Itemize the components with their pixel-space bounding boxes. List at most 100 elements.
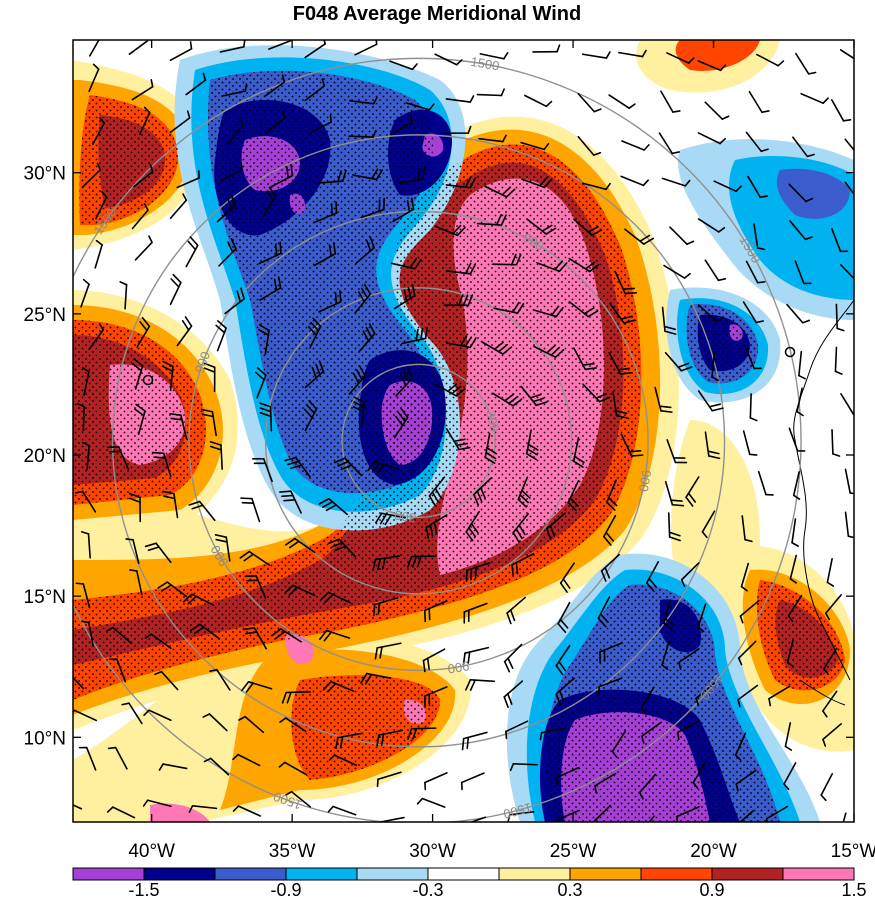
wind-barb	[745, 131, 769, 153]
wind-barb	[557, 601, 571, 633]
wind-barb	[131, 358, 144, 390]
range-rings	[73, 57, 802, 822]
wind-barb	[360, 197, 385, 219]
wind-barb	[792, 136, 815, 158]
wind-barb	[618, 49, 647, 58]
wind-barb	[491, 253, 522, 266]
wind-barb	[285, 537, 316, 554]
wind-barb	[434, 224, 466, 237]
wind-barb	[348, 129, 377, 138]
wind-barb	[360, 672, 392, 685]
wind-barb	[144, 633, 172, 650]
wind-barb	[765, 805, 789, 822]
wind-barb	[318, 629, 351, 642]
wind-barb	[697, 304, 724, 322]
wind-barb	[567, 479, 580, 512]
wind-barb	[185, 72, 207, 96]
wind-barb	[89, 40, 100, 57]
wind-barb	[129, 569, 143, 596]
wind-barb	[582, 383, 611, 403]
wind-barb	[711, 352, 720, 381]
wind-barb	[532, 305, 564, 318]
colorbar-swatch	[569, 867, 642, 881]
wind-barb	[157, 581, 188, 598]
wind-barb	[784, 722, 793, 751]
wind-barb	[352, 168, 384, 181]
wind-barb	[783, 762, 797, 791]
wind-barb	[744, 345, 762, 370]
wind-barb	[786, 638, 795, 668]
wind-barb	[308, 114, 332, 134]
wind-barb	[747, 175, 768, 199]
wind-barb	[445, 176, 477, 189]
coastline	[793, 299, 854, 706]
wind-barb	[264, 74, 286, 97]
wind-barb	[697, 218, 726, 233]
wind-barbs	[73, 40, 854, 822]
colorbar-swatch	[285, 867, 358, 881]
wind-barb	[284, 584, 316, 597]
wind-barb	[521, 176, 553, 189]
wind-barb	[284, 456, 311, 478]
wind-barb	[573, 347, 598, 371]
wind-barb	[176, 170, 201, 189]
wind-barb	[423, 600, 448, 623]
wind-barb	[503, 680, 524, 709]
wind-barb	[265, 110, 286, 134]
colorbar-swatch	[782, 867, 855, 881]
wind-barb	[640, 686, 655, 715]
wind-barb	[612, 391, 629, 419]
wind-barb	[654, 386, 673, 413]
wind-barb	[460, 772, 485, 791]
wind-barb	[139, 106, 151, 136]
wind-barb	[739, 599, 760, 624]
wind-barb	[481, 341, 513, 355]
wind-barb	[169, 412, 188, 440]
wind-barb	[162, 490, 179, 519]
wind-barb	[142, 799, 172, 808]
wind-barb	[119, 281, 128, 310]
wind-barb	[511, 553, 535, 577]
colorbar-label: -0.9	[270, 880, 301, 900]
wind-barb	[134, 235, 153, 261]
wind-barb	[144, 542, 172, 564]
wind-barb	[348, 365, 366, 395]
wind-barb	[664, 480, 685, 507]
wind-barb	[335, 732, 363, 750]
wind-barb	[555, 809, 580, 822]
wind-barb	[826, 558, 835, 587]
wind-barb	[748, 90, 770, 114]
wind-barb	[533, 344, 565, 358]
wind-barb	[405, 102, 435, 111]
wind-barb	[594, 772, 617, 794]
wind-barb	[255, 367, 267, 399]
wind-barb	[322, 680, 355, 693]
wind-barb	[661, 306, 677, 335]
wind-barb	[169, 110, 191, 134]
wind-barb	[219, 162, 243, 182]
wind-barb	[262, 186, 277, 218]
wind-barb	[319, 591, 352, 604]
wind-barb	[462, 646, 490, 665]
wind-barb	[318, 290, 342, 313]
wind-barb	[820, 773, 834, 802]
wind-barb	[128, 40, 150, 56]
wind-barb	[678, 648, 700, 670]
colorbar-swatch	[356, 867, 429, 881]
wind-barb	[73, 804, 83, 810]
wind-barb	[367, 460, 399, 475]
wind-barb	[281, 691, 311, 704]
wind-barb	[465, 562, 491, 583]
wind-barb	[835, 303, 845, 332]
wind-barb	[268, 40, 293, 50]
wind-barb	[94, 239, 103, 269]
x-tick-label: 20°W	[690, 841, 737, 862]
wind-barb	[641, 721, 663, 744]
wind-barb	[648, 815, 655, 822]
wind-barb	[218, 237, 237, 267]
wind-barb	[493, 301, 525, 314]
colorbar-swatch	[498, 867, 571, 881]
range-ring-label: 300	[483, 409, 503, 434]
wind-barb	[697, 603, 707, 633]
wind-barb	[597, 596, 611, 628]
